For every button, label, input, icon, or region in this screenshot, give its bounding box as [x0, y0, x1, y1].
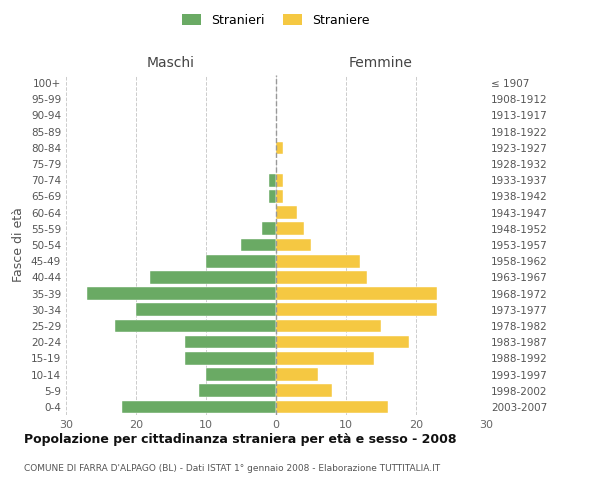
Bar [276, 142, 283, 154]
Bar [206, 368, 276, 381]
Text: Femmine: Femmine [349, 56, 413, 70]
Text: COMUNE DI FARRA D'ALPAGO (BL) - Dati ISTAT 1° gennaio 2008 - Elaborazione TUTTIT: COMUNE DI FARRA D'ALPAGO (BL) - Dati IST… [24, 464, 440, 473]
Legend: Stranieri, Straniere: Stranieri, Straniere [178, 8, 374, 32]
Bar [276, 288, 437, 300]
Bar [276, 320, 381, 332]
Bar [276, 400, 388, 413]
Bar [241, 238, 276, 252]
Bar [276, 368, 318, 381]
Bar [269, 190, 276, 202]
Bar [185, 352, 276, 364]
Bar [276, 352, 374, 364]
Bar [185, 336, 276, 348]
Bar [150, 271, 276, 283]
Bar [115, 320, 276, 332]
Bar [276, 222, 304, 235]
Bar [199, 384, 276, 397]
Bar [276, 255, 360, 268]
Bar [136, 304, 276, 316]
Bar [276, 238, 311, 252]
Bar [276, 336, 409, 348]
Bar [87, 288, 276, 300]
Text: Maschi: Maschi [147, 56, 195, 70]
Bar [122, 400, 276, 413]
Bar [276, 174, 283, 186]
Bar [262, 222, 276, 235]
Bar [276, 190, 283, 202]
Bar [276, 384, 332, 397]
Y-axis label: Fasce di età: Fasce di età [13, 208, 25, 282]
Bar [276, 206, 297, 219]
Bar [276, 271, 367, 283]
Bar [276, 304, 437, 316]
Text: Popolazione per cittadinanza straniera per età e sesso - 2008: Popolazione per cittadinanza straniera p… [24, 432, 457, 446]
Bar [206, 255, 276, 268]
Bar [269, 174, 276, 186]
